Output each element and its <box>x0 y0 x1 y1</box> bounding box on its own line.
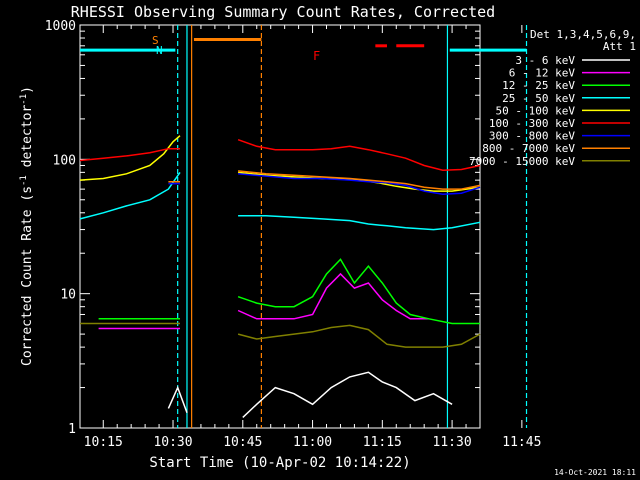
y-tick-label: 10 <box>60 288 76 303</box>
time-markers <box>177 25 528 428</box>
series-line-3-6keV <box>167 371 453 418</box>
flag-n: N <box>156 44 163 57</box>
series-lines <box>79 135 481 418</box>
y-tick-label: 100 <box>53 153 76 168</box>
series-line-800-7000keV <box>168 170 481 190</box>
legend-label: 50 - 100 keV <box>496 104 576 117</box>
legend-label: 7000 - 15000 keV <box>469 155 575 168</box>
legend-label: 300 - 800 keV <box>489 130 575 143</box>
series-line-6-12keV <box>98 272 429 330</box>
plot-border <box>79 24 481 429</box>
x-tick-label: 10:45 <box>223 435 262 450</box>
x-axis-label: Start Time (10-Apr-02 10:14:22) <box>149 455 410 471</box>
y-tick-label: 1000 <box>45 19 76 34</box>
legend-header-1: Det 1,3,4,5,6,9, <box>530 28 636 41</box>
series-line-12-25keV <box>98 258 480 325</box>
y-tick-label: 1 <box>68 422 76 437</box>
series-line-25-50keV <box>79 171 481 231</box>
plot-frame <box>79 24 481 429</box>
legend-label: 3 - 6 keV <box>515 54 575 67</box>
chart-title: RHESSI Observing Summary Count Rates, Co… <box>71 3 495 21</box>
flag-f: F <box>313 49 320 63</box>
x-tick-label: 11:30 <box>433 435 472 450</box>
legend-label: 800 - 7000 keV <box>482 142 575 155</box>
x-tick-labels: 10:15 10:30 10:45 11:00 11:15 11:30 11:45 <box>84 435 542 450</box>
footer-date: 14-Oct-2021 18:11 <box>554 468 636 477</box>
legend-label: 25 - 50 keV <box>502 92 575 105</box>
x-tick-label: 10:30 <box>153 435 192 450</box>
x-tick-label: 11:45 <box>502 435 541 450</box>
legend-header-2: Att 1 <box>603 40 636 53</box>
y-tick-labels: 1 10 100 1000 <box>45 19 76 437</box>
series-line-300-800keV <box>168 173 481 195</box>
x-tick-label: 11:00 <box>293 435 332 450</box>
legend-label: 100 - 300 keV <box>489 117 575 130</box>
series-line-100-300keV <box>79 138 481 171</box>
x-tick-label: 11:15 <box>363 435 402 450</box>
legend-label: 12 - 25 keV <box>502 79 575 92</box>
x-tick-label: 10:15 <box>84 435 123 450</box>
legend-label: 6 - 12 keV <box>509 67 576 80</box>
flag-s: S <box>152 34 159 47</box>
y-axis-label: Corrected Count Rate (s-1 detector-1) <box>19 86 35 366</box>
status-bars <box>80 37 527 52</box>
series-line-7000-15000keV <box>80 322 481 348</box>
